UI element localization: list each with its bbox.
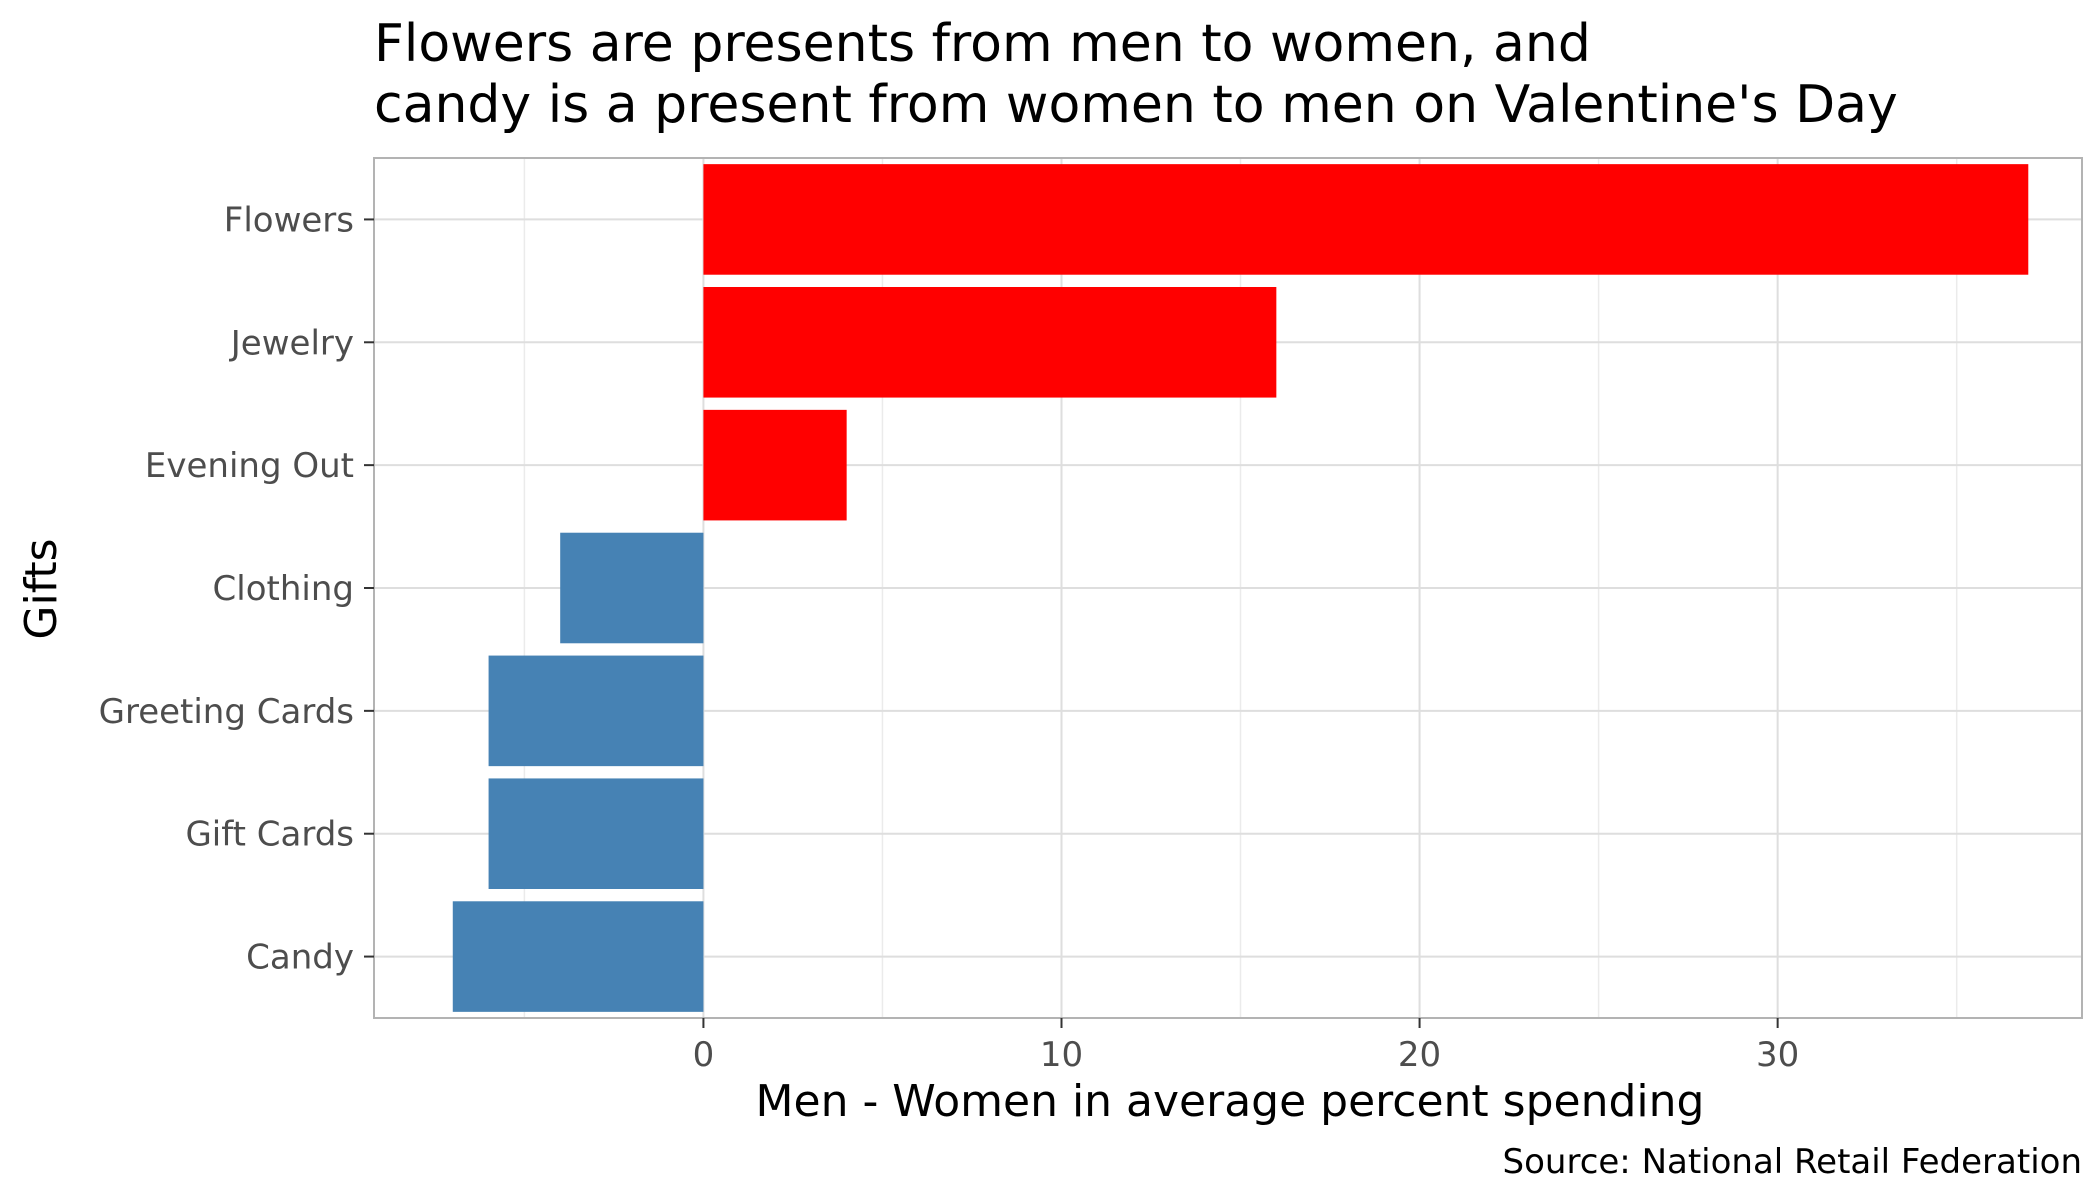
bar-candy <box>452 901 704 1012</box>
bar-greeting-cards <box>488 655 704 767</box>
y-tick-label: Clothing <box>213 569 354 609</box>
bar-evening-out <box>703 409 847 521</box>
bar-flowers <box>703 164 2029 275</box>
bar-gift-cards <box>488 778 704 889</box>
axis-ticks <box>364 218 1779 1028</box>
y-tick-label: Evening Out <box>145 446 354 486</box>
bar-jewelry <box>703 287 1277 398</box>
x-axis-title: Men - Women in average percent spending <box>756 1076 1705 1127</box>
x-tick-label: 30 <box>1756 1035 1799 1075</box>
chart-title-line-2: candy is a present from women to men on … <box>374 75 1898 135</box>
bars <box>452 164 2029 1012</box>
bar-clothing <box>560 532 704 644</box>
caption: Source: National Retail Federation <box>1503 1142 2082 1182</box>
y-tick-label: Greeting Cards <box>99 692 354 732</box>
y-axis-title: Gifts <box>16 538 67 639</box>
x-tick-label: 0 <box>693 1035 715 1075</box>
tick-labels: Flowers Jewelry Evening Out Clothing Greetin… <box>99 200 1800 1075</box>
chart-title-line-1: Flowers are presents from men to women, … <box>374 14 1591 74</box>
y-tick-label: Flowers <box>224 200 354 240</box>
y-tick-label: Gift Cards <box>185 815 354 855</box>
y-tick-label: Candy <box>246 938 354 978</box>
x-tick-label: 10 <box>1040 1035 1083 1075</box>
y-tick-label: Jewelry <box>229 323 354 363</box>
x-tick-label: 20 <box>1398 1035 1441 1075</box>
